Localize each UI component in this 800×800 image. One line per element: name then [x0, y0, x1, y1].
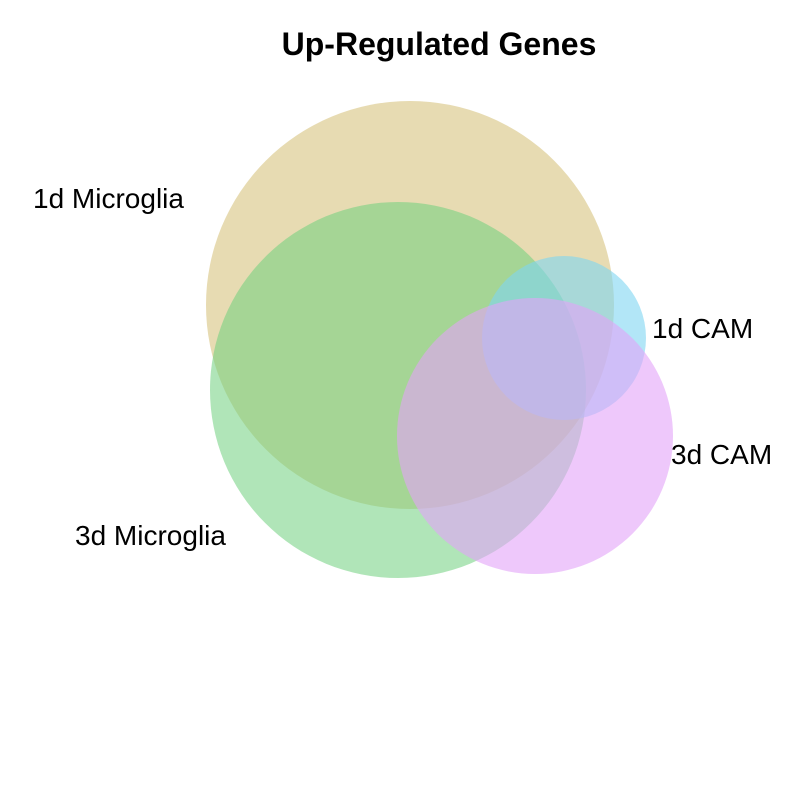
set-label-3d-microglia: 3d Microglia: [75, 520, 226, 551]
set-label-3d-cam: 3d CAM: [671, 439, 772, 470]
set-circle-3d-cam: [397, 298, 673, 574]
diagram-title: Up-Regulated Genes: [282, 26, 597, 62]
set-label-1d-cam: 1d CAM: [652, 313, 753, 344]
set-label-1d-microglia: 1d Microglia: [33, 183, 184, 214]
